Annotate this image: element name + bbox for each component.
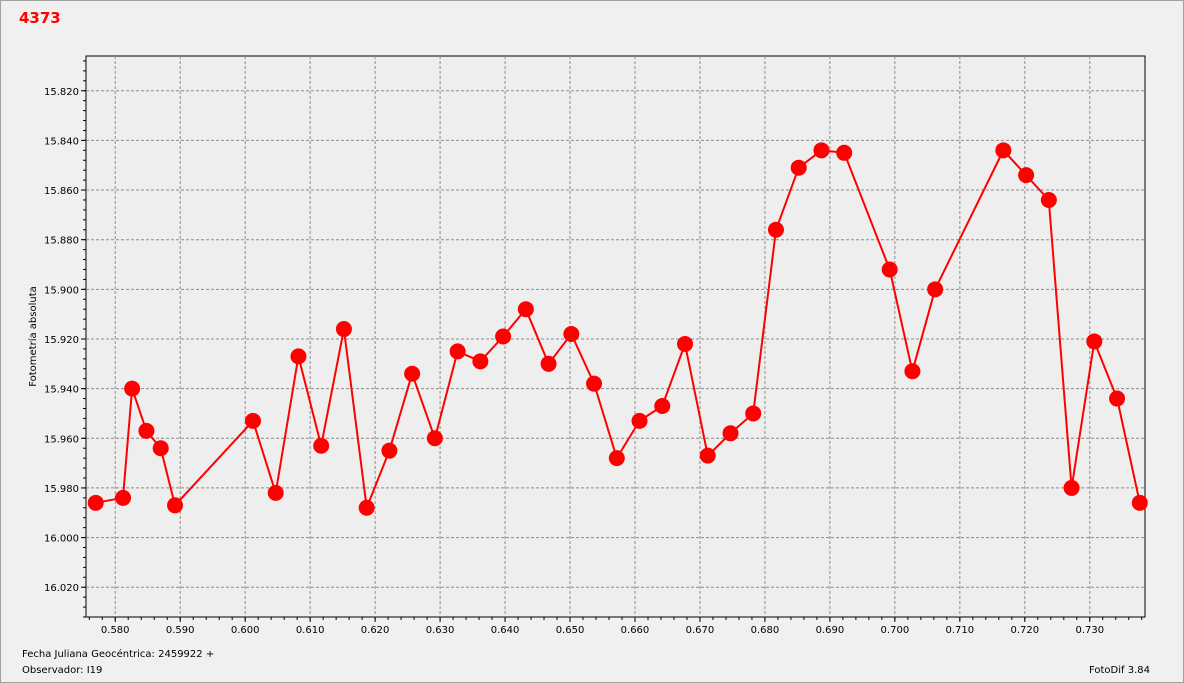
data-point: [449, 343, 466, 360]
data-point: [927, 281, 944, 298]
data-point: [563, 326, 580, 343]
y-tick-label: 15.820: [44, 87, 79, 98]
y-tick-label: 16.020: [44, 583, 79, 594]
data-point: [426, 430, 443, 447]
x-tick-label: 0.730: [1075, 625, 1104, 636]
data-point: [722, 425, 739, 442]
data-point: [1131, 494, 1148, 511]
x-tick-label: 0.640: [491, 625, 520, 636]
data-point: [677, 335, 694, 352]
data-point: [313, 437, 330, 454]
data-point: [1086, 333, 1103, 350]
x-tick-label: 0.720: [1010, 625, 1039, 636]
data-point: [881, 261, 898, 278]
data-point: [767, 221, 784, 238]
data-point: [124, 380, 141, 397]
x-tick-label: 0.580: [101, 625, 130, 636]
x-tick-label: 0.660: [621, 625, 650, 636]
y-tick-label: 15.840: [44, 136, 79, 147]
data-point: [904, 363, 921, 380]
axes: 0.580 0.590 0.600 0.610 0.620 0.630 0.640 0.650…: [44, 60, 1143, 636]
data-point: [472, 353, 489, 370]
data-point: [152, 440, 169, 457]
data-point: [335, 321, 352, 338]
data-point: [1018, 167, 1035, 184]
date-label: Fecha Juliana Geocéntrica: 2459922 +: [22, 649, 215, 660]
data-point: [631, 412, 648, 429]
x-tick-label: 0.590: [166, 625, 195, 636]
data-point: [244, 412, 261, 429]
y-tick-label: 15.960: [44, 434, 79, 445]
data-point: [167, 497, 184, 514]
data-point: [1109, 390, 1126, 407]
plot-area: [85, 55, 1146, 618]
x-tick-label: 0.620: [361, 625, 390, 636]
data-point: [790, 159, 807, 176]
x-tick-label: 0.680: [751, 625, 780, 636]
data-point: [608, 450, 625, 467]
x-tick-label: 0.670: [686, 625, 715, 636]
data-point: [586, 375, 603, 392]
data-point: [495, 328, 512, 345]
x-tick-label: 0.690: [816, 625, 845, 636]
data-point: [813, 142, 830, 159]
data-point: [517, 301, 534, 318]
data-point: [836, 144, 853, 161]
data-point: [745, 405, 762, 422]
data-point: [381, 442, 398, 459]
data-point: [87, 494, 104, 511]
x-tick-label: 0.700: [881, 625, 910, 636]
data-point: [1040, 191, 1057, 208]
data-point: [290, 348, 307, 365]
data-point: [1063, 479, 1080, 496]
x-tick-label: 0.630: [426, 625, 455, 636]
y-tick-label: 15.940: [44, 385, 79, 396]
observer-label: Observador: I19: [22, 665, 103, 676]
data-point: [138, 422, 155, 439]
data-point: [699, 447, 716, 464]
y-tick-label: 15.860: [44, 186, 79, 197]
y-tick-label: 15.980: [44, 484, 79, 495]
data-point: [654, 398, 671, 415]
grid: [86, 56, 1145, 617]
y-tick-label: 16.000: [44, 534, 79, 545]
x-tick-label: 0.650: [556, 625, 585, 636]
y-tick-label: 15.900: [44, 285, 79, 296]
data-point: [267, 484, 284, 501]
x-tick-label: 0.610: [296, 625, 325, 636]
series-layer: [87, 142, 1148, 516]
y-axis-label: Fotometría absoluta: [27, 286, 39, 387]
x-tick-label: 0.710: [946, 625, 975, 636]
x-tick-label: 0.600: [231, 625, 260, 636]
y-tick-label: 15.920: [44, 335, 79, 346]
data-point: [358, 499, 375, 516]
data-point: [115, 489, 132, 506]
version-label: FotoDif 3.84: [1089, 665, 1150, 676]
data-point: [995, 142, 1012, 159]
chart-title: 4373: [19, 9, 61, 27]
data-point: [404, 365, 421, 382]
data-point: [540, 355, 557, 372]
y-tick-label: 15.880: [44, 236, 79, 247]
